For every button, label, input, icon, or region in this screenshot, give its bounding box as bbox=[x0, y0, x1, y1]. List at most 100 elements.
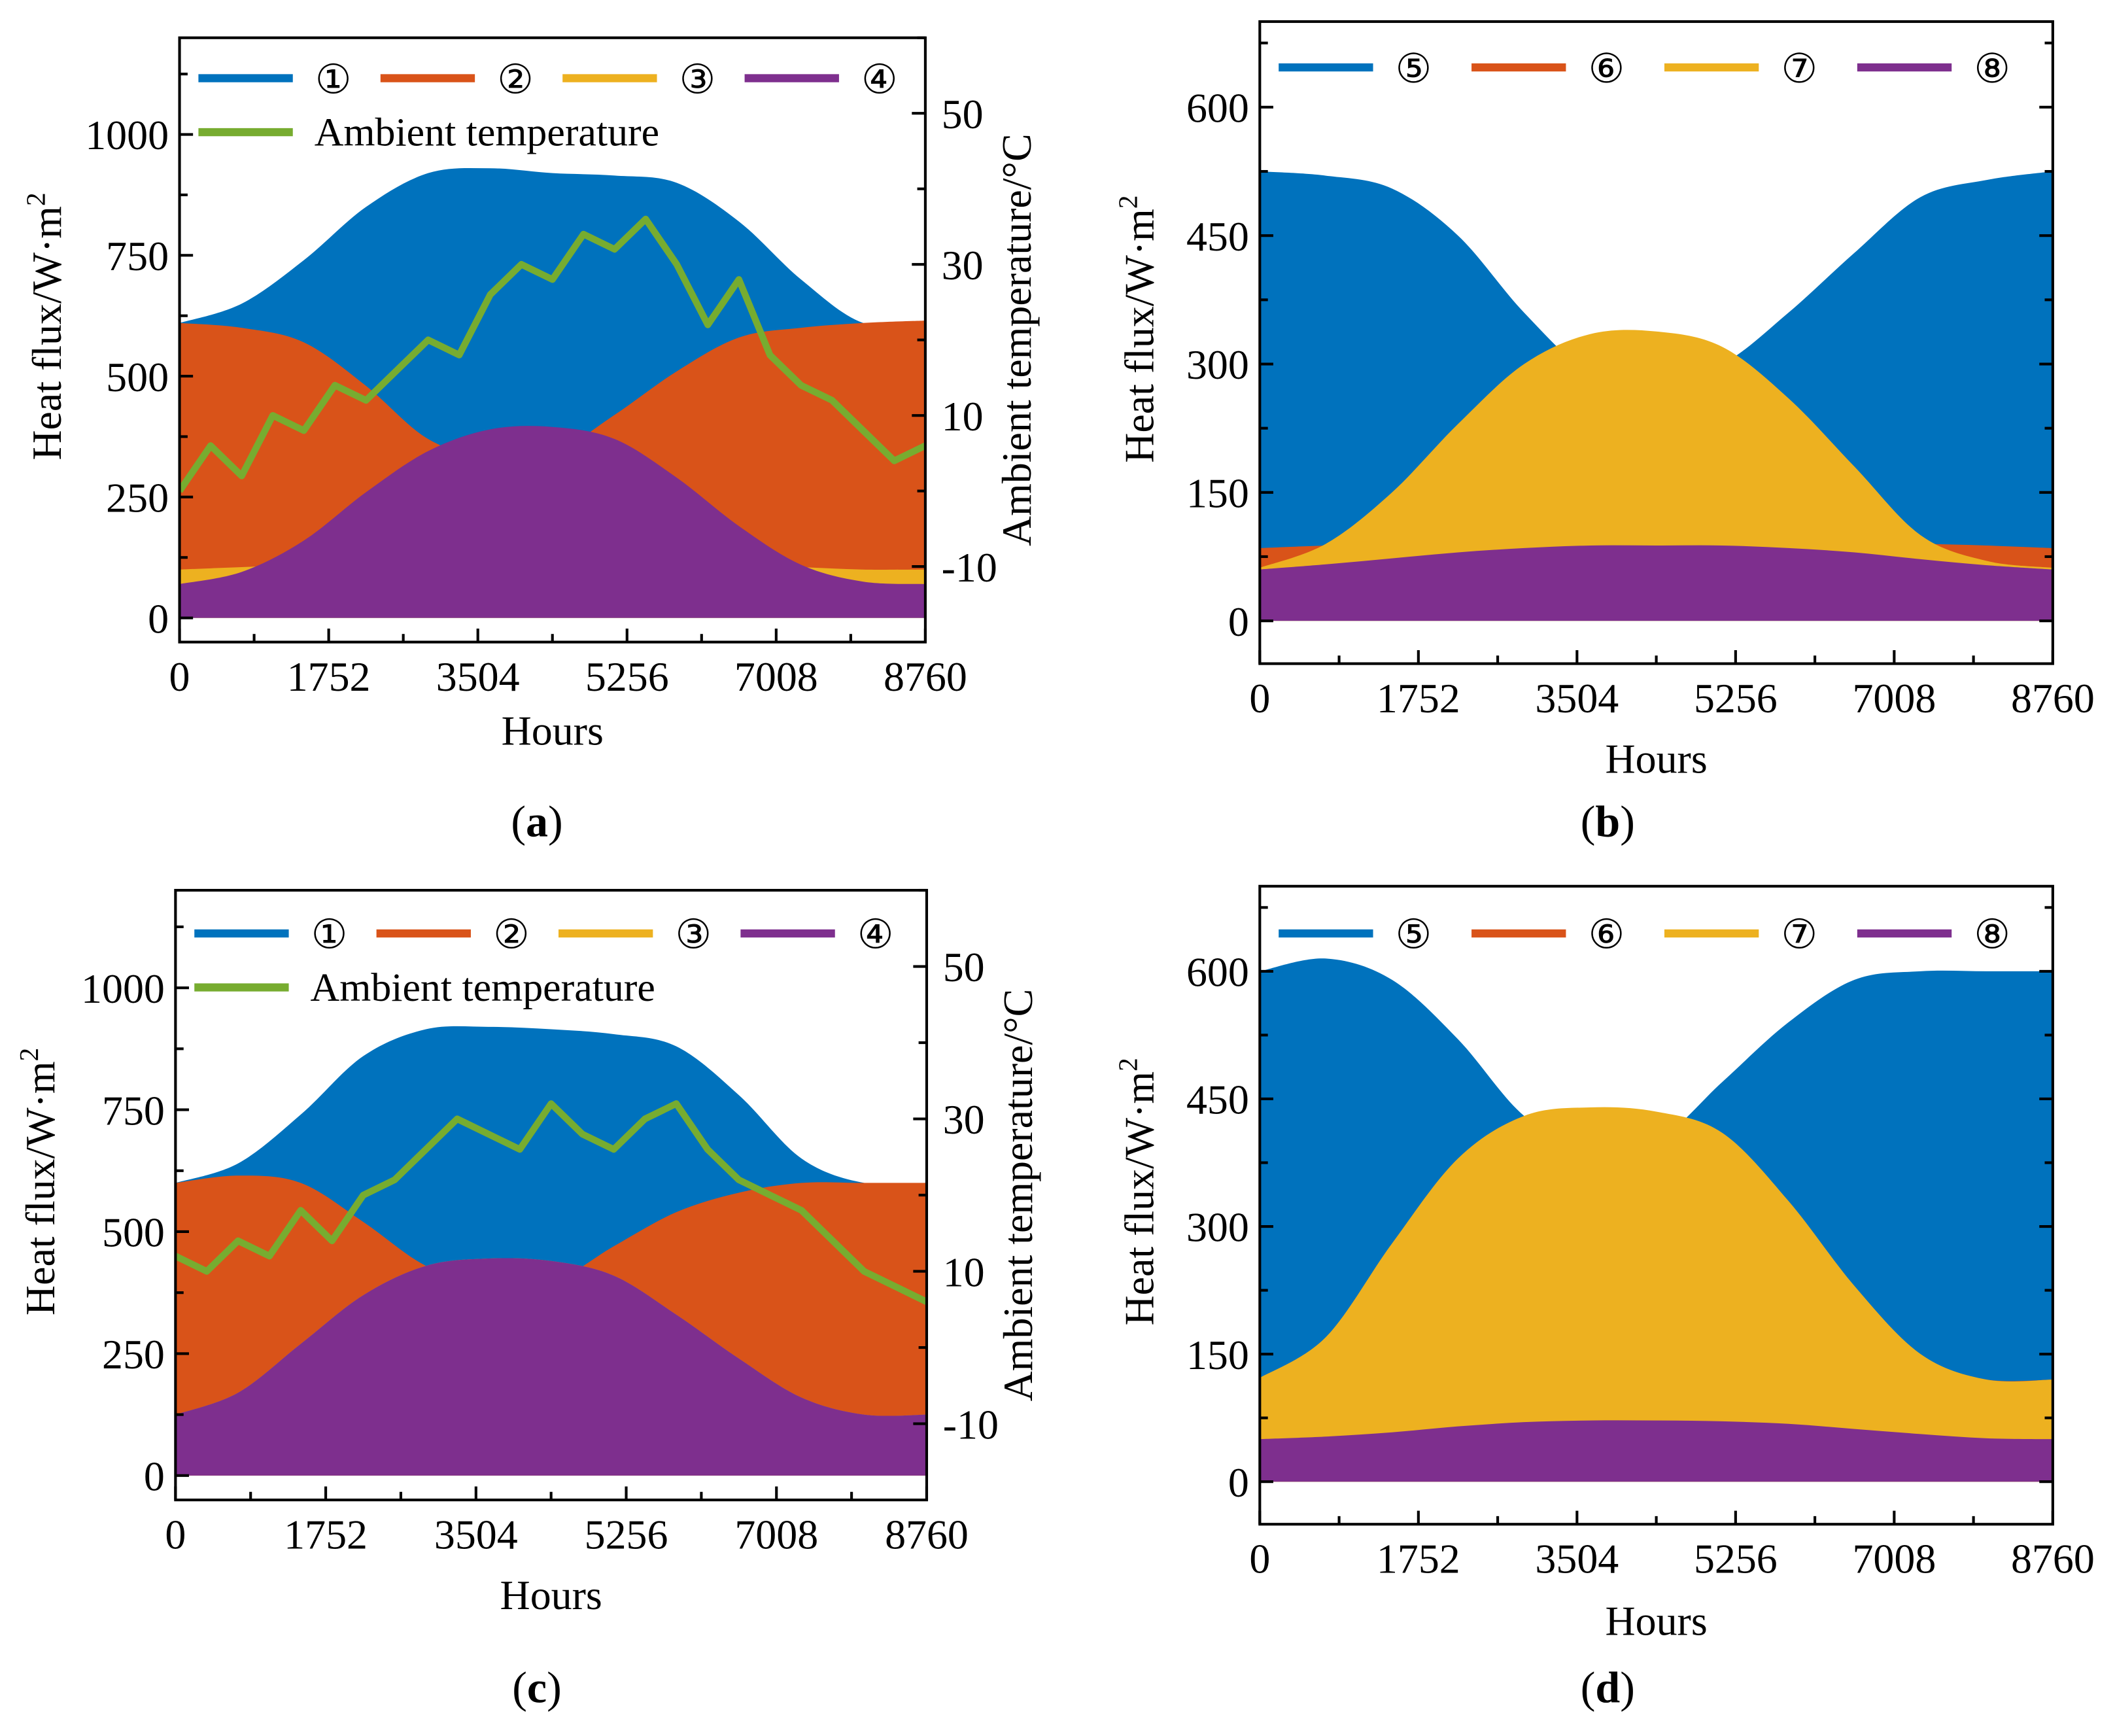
y-tick-label: 500 bbox=[102, 1209, 165, 1256]
x-tick-label: 7008 bbox=[1852, 675, 1936, 721]
chart-panel-b: 0 1752 3504 5256 7008 8760 0 150 300 450 600 Hours H… bbox=[1113, 20, 2095, 846]
x-tick-label: 8760 bbox=[884, 653, 967, 700]
x-tick-label: 1752 bbox=[1377, 1535, 1460, 1582]
legend-label-3: ③ bbox=[675, 913, 711, 958]
x-tick-label: 7008 bbox=[734, 1511, 818, 1557]
legend-label-2: ⑥ bbox=[1589, 47, 1625, 92]
y-axis-label-superscript: 2 bbox=[20, 192, 50, 206]
ambient-temperature-line bbox=[179, 215, 925, 493]
x-tick-label: 0 bbox=[165, 1511, 186, 1557]
x-tick-label: 0 bbox=[169, 653, 190, 700]
chart-panel-a: 0 1752 3504 5256 7008 876002505007501000-1010… bbox=[20, 36, 1040, 846]
panel-paren-close: ) bbox=[1620, 1662, 1635, 1712]
x-tick-label: 8760 bbox=[885, 1511, 969, 1557]
y-tick-label: 150 bbox=[1186, 470, 1249, 517]
x-tick-label: 5256 bbox=[585, 1511, 668, 1557]
legend-label-3: ③ bbox=[679, 58, 715, 102]
panel-label: (d) bbox=[1581, 1662, 1635, 1712]
y-axis-label-superscript: 2 bbox=[14, 1048, 44, 1062]
panel-paren-open: ( bbox=[1581, 797, 1596, 846]
x-tick-label: 8760 bbox=[2011, 675, 2095, 721]
legend-label-4: ⑧ bbox=[1974, 47, 2010, 92]
legend-label-4: ④ bbox=[861, 58, 897, 102]
y-axis-label-text: Heat flux/W·m bbox=[1116, 209, 1162, 463]
legend-label-2: ⑥ bbox=[1589, 913, 1625, 958]
panel-paren-open: ( bbox=[511, 797, 526, 846]
x-tick-label: 1752 bbox=[284, 1511, 368, 1557]
legend-label-2: ② bbox=[497, 58, 533, 102]
y-tick-label: 0 bbox=[144, 1453, 165, 1500]
y2-tick-label: -10 bbox=[942, 544, 997, 591]
panel-label: (a) bbox=[511, 797, 562, 846]
legend-label-ambient: Ambient temperature bbox=[311, 965, 655, 1010]
plot-area bbox=[1260, 958, 2053, 1482]
y2-axis-label: Ambient temperature/°C bbox=[993, 133, 1040, 546]
ambient-temperature-line bbox=[175, 1100, 927, 1305]
y-axis-label: Heat flux/W·m2 bbox=[1113, 1058, 1163, 1325]
panel-paren-close: ) bbox=[548, 797, 563, 846]
x-tick-label: 0 bbox=[1249, 1535, 1270, 1582]
y-axis-label-superscript: 2 bbox=[1113, 196, 1143, 209]
y-tick-label: 250 bbox=[106, 475, 169, 521]
legend-label-3: ⑦ bbox=[1781, 913, 1817, 958]
y-axis-label-text: Heat flux/W·m bbox=[17, 1061, 63, 1315]
y-tick-label: 300 bbox=[1186, 1204, 1249, 1251]
panel-letter: d bbox=[1595, 1662, 1620, 1712]
x-tick-label: 3504 bbox=[1535, 1535, 1619, 1582]
y-tick-label: 750 bbox=[102, 1087, 165, 1134]
y-tick-label: 450 bbox=[1186, 1077, 1249, 1123]
x-axis-label: Hours bbox=[502, 707, 604, 754]
legend-label-4: ⑧ bbox=[1974, 913, 2010, 958]
y2-tick-label: 30 bbox=[942, 242, 984, 288]
y2-axis-label: Ambient temperature/°C bbox=[995, 989, 1041, 1402]
y-tick-label: 600 bbox=[1186, 85, 1249, 131]
y-tick-label: 600 bbox=[1186, 949, 1249, 996]
panel-label: (c) bbox=[512, 1662, 562, 1712]
x-tick-label: 3504 bbox=[434, 1511, 518, 1557]
legend-label-1: ① bbox=[315, 58, 351, 102]
panel-label: (b) bbox=[1581, 797, 1635, 846]
panel-paren-close: ) bbox=[1620, 797, 1635, 846]
y2-tick-label: -10 bbox=[943, 1401, 999, 1448]
panel-paren-open: ( bbox=[512, 1662, 527, 1712]
panel-letter: c bbox=[527, 1662, 547, 1712]
panel-paren-close: ) bbox=[547, 1662, 562, 1712]
x-tick-label: 3504 bbox=[1535, 675, 1619, 721]
y-tick-label: 1000 bbox=[85, 112, 169, 158]
y-axis-label-superscript: 2 bbox=[1113, 1058, 1143, 1071]
panel-paren-open: ( bbox=[1581, 1662, 1596, 1712]
x-axis-label: Hours bbox=[1605, 1597, 1707, 1644]
x-axis-label: Hours bbox=[500, 1572, 602, 1618]
legend-label-3: ⑦ bbox=[1781, 47, 1817, 92]
y2-tick-label: 50 bbox=[943, 944, 985, 990]
y-tick-label: 450 bbox=[1186, 213, 1249, 260]
y-axis-label: Heat flux/W·m2 bbox=[20, 192, 70, 460]
y-tick-label: 500 bbox=[106, 354, 169, 400]
x-tick-label: 5256 bbox=[1694, 675, 1778, 721]
y-tick-label: 0 bbox=[1228, 1459, 1249, 1506]
x-tick-label: 5256 bbox=[585, 653, 669, 700]
x-tick-label: 5256 bbox=[1694, 1535, 1778, 1582]
y-axis-label: Heat flux/W·m2 bbox=[14, 1048, 63, 1315]
y-axis-label-text: Heat flux/W·m bbox=[1116, 1071, 1162, 1326]
area-series-4 bbox=[179, 426, 925, 618]
y2-tick-label: 10 bbox=[943, 1249, 985, 1295]
y-tick-label: 250 bbox=[102, 1331, 165, 1378]
x-tick-label: 3504 bbox=[436, 653, 520, 700]
chart-panel-d: 0 1752 3504 5256 7008 8760 0 150 300 450 600 Hours H… bbox=[1113, 884, 2095, 1712]
legend-label-1: ⑤ bbox=[1396, 47, 1432, 92]
area-series-3 bbox=[1260, 330, 2053, 621]
y-tick-label: 750 bbox=[106, 233, 169, 279]
legend-label-2: ② bbox=[493, 913, 529, 958]
area-series-4 bbox=[1260, 545, 2053, 621]
x-tick-label: 1752 bbox=[1377, 675, 1460, 721]
y-tick-label: 0 bbox=[1228, 599, 1249, 645]
x-tick-label: 7008 bbox=[1852, 1535, 1936, 1582]
x-tick-label: 0 bbox=[1249, 675, 1270, 721]
y2-tick-label: 10 bbox=[942, 393, 984, 440]
plot-area bbox=[1260, 171, 2053, 621]
legend-label-4: ④ bbox=[857, 913, 893, 958]
legend-label-1: ① bbox=[311, 913, 347, 958]
plot-area bbox=[175, 1026, 927, 1476]
